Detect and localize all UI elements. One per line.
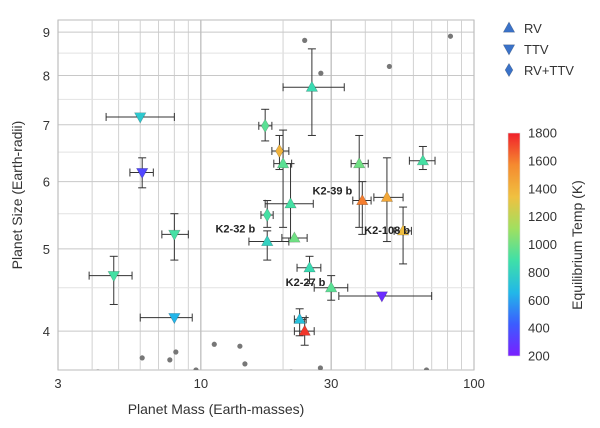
background-point — [173, 349, 179, 355]
colorbar-tick-label: 1600 — [528, 153, 557, 168]
planet-point — [262, 207, 272, 223]
background-point — [237, 343, 243, 349]
planet-point — [416, 154, 430, 166]
plot-area — [57, 19, 475, 371]
colorbar-tick-label: 1000 — [528, 237, 557, 252]
background-point — [167, 357, 173, 363]
planet-point — [276, 157, 290, 169]
colorbar-tick-label: 800 — [528, 265, 550, 280]
planet-point — [261, 234, 274, 247]
planet-point — [356, 193, 369, 206]
planet-point — [324, 281, 338, 293]
legend-marker — [502, 44, 516, 56]
point-label: K2-32 b — [215, 224, 255, 236]
legend: RV TTV RV+TTV — [502, 21, 574, 78]
plot-frame — [57, 19, 475, 371]
planet-point — [293, 312, 306, 324]
planet-point — [396, 224, 410, 236]
point-label: K2-27 b — [286, 277, 326, 289]
x-tick-label: 3 — [54, 376, 61, 391]
background-point — [386, 63, 392, 70]
planet-point — [260, 118, 270, 134]
x-axis-label: Planet Mass (Earth-masses) — [128, 401, 305, 417]
major-gridlines — [57, 20, 475, 370]
error-bars — [88, 48, 436, 346]
planet-point — [298, 324, 311, 336]
data-markers — [107, 80, 430, 336]
y-tick-labels: 4 5 6 7 8 9 — [43, 25, 50, 339]
planet-point — [135, 168, 149, 180]
background-point — [317, 365, 324, 370]
legend-marker — [504, 62, 514, 78]
legend-label: RV+TTV — [524, 63, 574, 78]
planet-point — [375, 291, 389, 303]
background-point — [211, 341, 217, 347]
point-label: K2-39 b — [313, 186, 353, 198]
planet-point — [288, 231, 301, 243]
y-tick-label: 6 — [43, 175, 50, 190]
background-points — [96, 33, 454, 370]
colorbar-tick-label: 1400 — [528, 181, 557, 196]
planet-point — [303, 261, 316, 273]
error-bar — [296, 255, 322, 285]
y-tick-label: 8 — [43, 69, 50, 84]
x-tick-label: 30 — [324, 376, 338, 391]
planet-point — [168, 313, 181, 325]
planet-point — [352, 157, 366, 169]
legend-label: RV — [524, 21, 542, 36]
background-point — [318, 70, 324, 76]
background-point — [447, 33, 454, 39]
colorbar-tick-label: 1200 — [528, 209, 557, 224]
planet-point — [284, 197, 297, 209]
colorbar-tick-label: 400 — [528, 321, 550, 336]
annotations: K2-32 b K2-27 b K2-39 b K2-108 b — [215, 186, 410, 289]
legend-marker — [502, 21, 516, 33]
colorbar-gradient — [507, 132, 521, 357]
colorbar-tick-label: 200 — [528, 349, 550, 364]
y-tick-label: 9 — [43, 25, 50, 40]
error-bar — [139, 313, 193, 322]
planet-point — [107, 271, 120, 283]
x-tick-label: 10 — [194, 376, 208, 391]
planet-point — [380, 190, 394, 202]
y-tick-label: 5 — [43, 242, 50, 257]
x-tick-label: 100 — [463, 376, 485, 391]
colorbar-label: Equilibrium Temp (K) — [569, 180, 585, 310]
y-tick-label: 4 — [43, 324, 50, 339]
background-point — [302, 37, 308, 43]
y-tick-label: 7 — [43, 118, 50, 133]
colorbar: 200 400 600 800 1000 1200 1400 1600 1800 — [507, 126, 557, 364]
x-tick-labels: 3 10 30 100 — [54, 376, 484, 391]
y-axis-label: Planet Size (Earth-radii) — [9, 121, 25, 270]
planet-point — [275, 143, 284, 159]
background-point — [96, 369, 100, 370]
planet-point — [305, 80, 319, 92]
colorbar-tick-label: 1800 — [528, 126, 557, 141]
background-point — [289, 369, 293, 370]
colorbar-tick-label: 600 — [528, 293, 550, 308]
planet-point — [168, 229, 181, 242]
background-point — [423, 367, 430, 370]
point-label: K2-108 b — [364, 225, 410, 237]
legend-label: TTV — [524, 42, 549, 57]
error-bar — [352, 181, 372, 235]
background-point — [242, 361, 248, 367]
background-point — [193, 367, 199, 370]
error-bar — [338, 291, 433, 300]
background-point — [139, 355, 145, 361]
planet-point — [134, 112, 147, 124]
